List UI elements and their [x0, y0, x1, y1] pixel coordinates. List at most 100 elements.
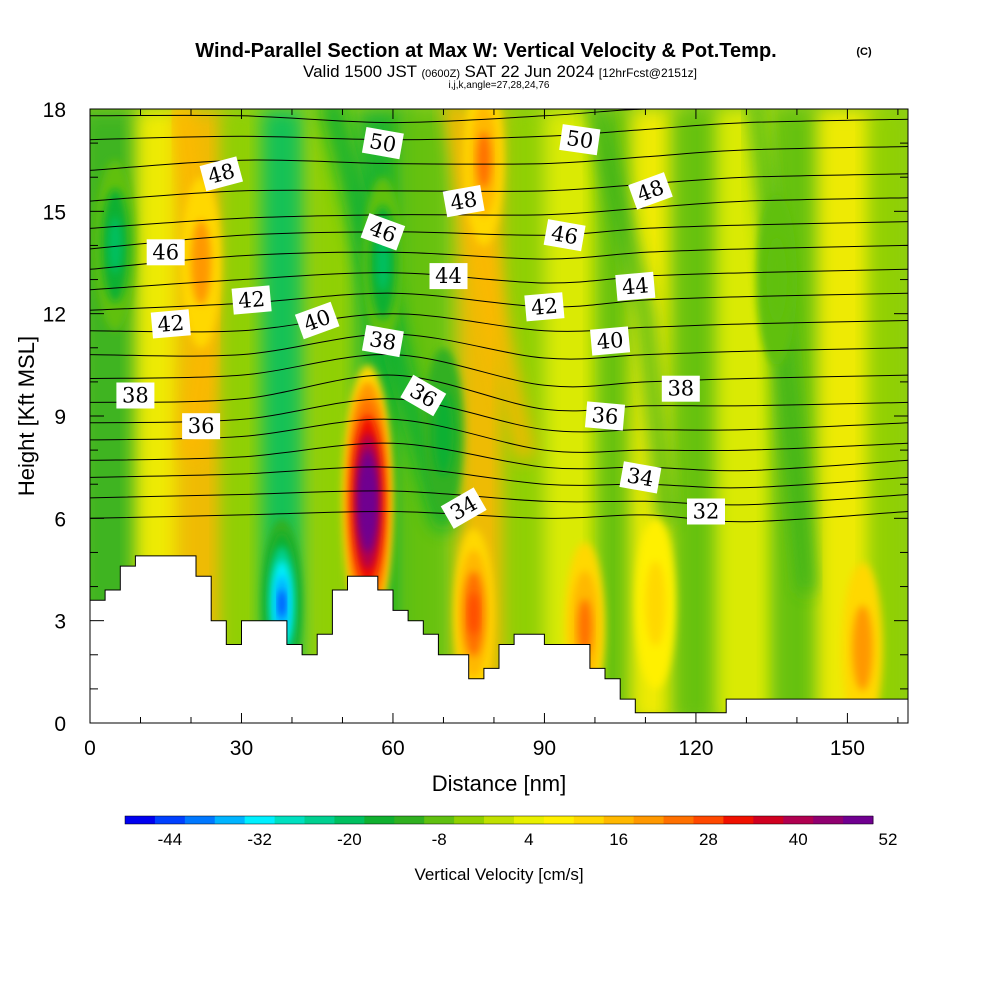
contour-label-box: [294, 301, 340, 340]
colorbar-frame: [124, 815, 874, 825]
contour-label-box: [231, 285, 272, 315]
contour-label: 50: [361, 126, 404, 160]
contour-label-box: [628, 172, 673, 210]
theta-contour: [90, 466, 908, 489]
updraft-core: [852, 605, 873, 691]
contour-label: 44: [429, 263, 468, 290]
contour-label: 48: [199, 156, 244, 192]
contour-label-text: 42: [530, 294, 559, 320]
colorbar-swatch: [274, 816, 306, 824]
velocity-band: [670, 109, 722, 723]
contour-label: 40: [590, 326, 631, 356]
contour-label: 46: [146, 239, 185, 266]
contour-label-box: [182, 413, 221, 440]
colorbar-tick-label: -32: [247, 830, 272, 849]
colorbar-swatch: [154, 816, 186, 824]
subtitle-forecast: [12hrFcst@2151z]: [599, 66, 697, 80]
theta-contour: [90, 374, 908, 412]
contour-label-box: [116, 382, 155, 409]
contour-label: 36: [182, 413, 221, 440]
downdraft-core: [278, 589, 286, 618]
contour-label-box: [584, 401, 626, 431]
colorbar-swatch: [125, 816, 156, 824]
colorbar-swatch: [543, 816, 575, 824]
contour-label-text: 46: [549, 221, 579, 249]
subtitle-indices: i,j,k,angle=27,28,24,76: [449, 80, 550, 91]
colorbar-swatch: [334, 816, 365, 824]
theta-contour: [90, 510, 908, 523]
downdraft-core: [108, 217, 122, 274]
y-tick-label: 3: [54, 611, 66, 634]
colorbar-swatch: [304, 816, 335, 824]
contour-label-box: [361, 126, 404, 160]
theta-contour: [90, 333, 908, 360]
contour-label-text: 36: [188, 414, 215, 438]
theta-contour: [90, 418, 908, 453]
contour-label-text: 46: [152, 240, 179, 264]
theta-contour: [90, 354, 908, 388]
theta-contour: [90, 313, 908, 333]
updraft-core: [578, 599, 592, 656]
contour-label-box: [361, 324, 404, 358]
x-axis-label: Distance [nm]: [432, 771, 567, 796]
downdraft-core: [433, 390, 454, 476]
colorbar-tick-label: 28: [699, 830, 718, 849]
colorbar-tick-label: -20: [337, 830, 362, 849]
theta-contour: [90, 398, 908, 433]
contour-label: 50: [559, 124, 601, 156]
contour-label-box: [524, 292, 565, 322]
contour-label-box: [543, 219, 586, 252]
contour-label: 44: [615, 271, 656, 302]
theta-contour: [90, 173, 908, 202]
contour-label: 46: [543, 219, 586, 252]
contour-label-box: [590, 326, 631, 356]
contour-label-text: 38: [368, 327, 398, 355]
theta-contour: [90, 442, 908, 472]
colorbar-swatch: [244, 816, 276, 824]
colorbar-swatch: [663, 816, 694, 824]
contour-label: 48: [442, 184, 485, 218]
updraft-core: [364, 484, 371, 519]
x-tick-label: 30: [230, 737, 253, 760]
contour-label: 42: [150, 309, 191, 339]
contour-label: 34: [619, 461, 662, 494]
theta-contour: [90, 146, 908, 171]
contour-label-text: 36: [591, 403, 620, 429]
colorbar: -44 -32 -20 -8 4 16 28 40 52: [124, 815, 897, 849]
downdraft-core: [766, 236, 787, 323]
colorbar-swatch: [484, 816, 515, 824]
updraft-core: [190, 219, 212, 306]
contour-label: 42: [524, 292, 565, 322]
colorbar-swatch: [424, 816, 455, 824]
x-tick-label: 150: [830, 737, 865, 760]
terrain-mask: [90, 555, 908, 723]
y-tick-label: 12: [43, 304, 66, 327]
x-tick-label: 60: [381, 737, 404, 760]
contour-label-box: [400, 374, 447, 417]
colorbar-tick-label: 52: [878, 830, 897, 849]
contour-label-text: 50: [565, 126, 595, 153]
colorbar-swatch: [633, 816, 665, 824]
contour-label: 36: [400, 374, 447, 417]
subtitle-zulu: (0600Z): [422, 68, 461, 80]
colorbar-swatch: [364, 816, 395, 824]
colorbar-swatch: [723, 816, 754, 824]
updraft-core: [468, 592, 479, 636]
contour-label-box: [615, 271, 656, 302]
contour-label-text: 44: [621, 273, 650, 299]
contour-label-text: 40: [596, 328, 625, 354]
y-tick-label: 9: [54, 406, 66, 429]
contour-label: 32: [687, 498, 725, 525]
x-tick-label: 90: [533, 737, 556, 760]
chart-title: Wind-Parallel Section at Max W: Vertical…: [195, 40, 776, 62]
colorbar-swatch: [184, 816, 216, 824]
contour-label: 38: [661, 375, 700, 402]
contour-label-box: [619, 461, 662, 494]
contour-label-box: [661, 375, 700, 402]
contour-label-box: [687, 498, 725, 525]
colorbar-swatch: [693, 816, 724, 824]
